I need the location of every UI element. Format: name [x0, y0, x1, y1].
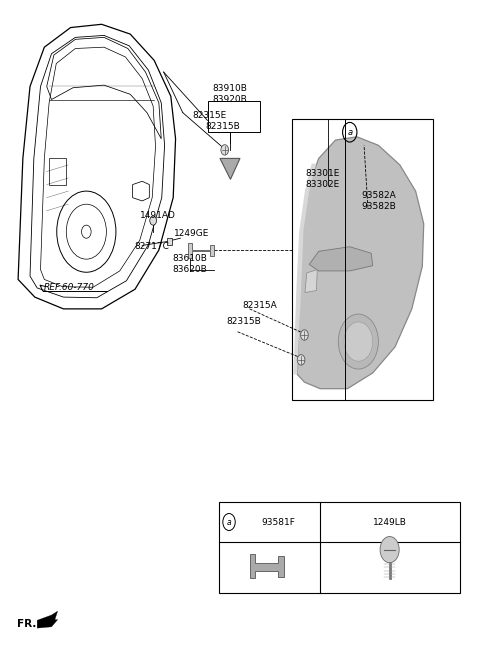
Text: 82315E: 82315E [192, 112, 227, 120]
Text: a: a [227, 518, 231, 526]
Text: 82315B: 82315B [205, 122, 240, 131]
Circle shape [344, 322, 372, 361]
Polygon shape [188, 244, 214, 258]
Text: 93582A
93582B: 93582A 93582B [362, 191, 396, 211]
Text: 1249LB: 1249LB [372, 518, 407, 526]
Text: 1249GE: 1249GE [174, 229, 209, 238]
Circle shape [150, 216, 156, 225]
Text: 82315A: 82315A [242, 301, 277, 310]
Text: 83610B
83620B: 83610B 83620B [172, 254, 207, 275]
Circle shape [338, 314, 378, 369]
Text: 83301E
83302E: 83301E 83302E [306, 170, 340, 189]
Text: 82315B: 82315B [227, 317, 262, 327]
Polygon shape [250, 555, 284, 578]
Text: 83910B
83920B: 83910B 83920B [212, 84, 247, 104]
Circle shape [380, 537, 399, 562]
Polygon shape [293, 164, 316, 374]
Polygon shape [168, 238, 172, 245]
Polygon shape [305, 269, 317, 292]
Text: 1491AD: 1491AD [140, 212, 176, 221]
Text: REF.60-770: REF.60-770 [43, 283, 94, 292]
Polygon shape [309, 247, 372, 271]
Circle shape [221, 145, 228, 155]
Text: a: a [347, 127, 352, 137]
Circle shape [300, 330, 308, 340]
Text: 93581F: 93581F [262, 518, 296, 526]
Circle shape [297, 355, 305, 365]
Polygon shape [37, 611, 58, 628]
Polygon shape [297, 137, 424, 389]
Text: 82717C: 82717C [134, 242, 169, 251]
Text: FR.: FR. [17, 619, 36, 629]
Polygon shape [220, 158, 240, 179]
Circle shape [221, 145, 228, 154]
